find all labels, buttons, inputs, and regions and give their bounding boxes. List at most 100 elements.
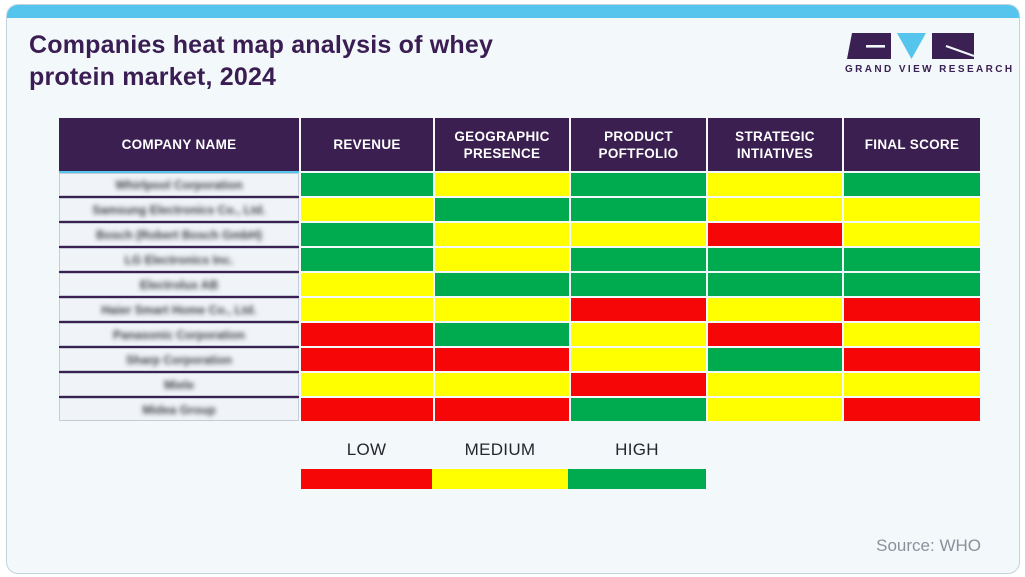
legend-label: LOW: [346, 440, 387, 459]
company-name-text: Whirlpool Corporation: [115, 177, 243, 192]
score-cell-low: [571, 298, 706, 321]
score-cell-low: [571, 373, 706, 396]
company-name-cell: Sharp Corporation: [59, 348, 299, 373]
heatmap-row: Bosch (Robert Bosch GmbH): [59, 223, 980, 248]
title-line-2: protein market, 2024: [29, 63, 277, 91]
logo-g-bar: [866, 45, 885, 48]
company-name-cell: Bosch (Robert Bosch GmbH): [59, 223, 299, 248]
chart-card: Companies heat map analysis of whey prot…: [6, 4, 1020, 574]
company-name-text: Midea Group: [142, 402, 216, 417]
score-cell-medium: [844, 373, 980, 396]
score-cell-medium: [435, 373, 569, 396]
column-header: GEOGRAPHIC PRESENCE: [435, 118, 569, 171]
heatmap-row: Midea Group: [59, 398, 980, 421]
heatmap-row: Samsung Electronics Co., Ltd.: [59, 198, 980, 223]
logo-r-leg: [945, 45, 975, 57]
score-cell-high: [844, 173, 980, 196]
gvr-logo-mark: [847, 33, 975, 59]
score-cell-high: [571, 398, 706, 421]
company-name-text: Miele: [163, 377, 194, 392]
score-cell-low: [844, 348, 980, 371]
company-name-text: Electrolux AB: [139, 277, 219, 292]
score-cell-low: [708, 323, 842, 346]
company-name-cell: Samsung Electronics Co., Ltd.: [59, 198, 299, 223]
heatmap-row: Sharp Corporation: [59, 348, 980, 373]
score-cell-medium: [708, 173, 842, 196]
score-cell-medium: [844, 223, 980, 246]
score-cell-high: [301, 173, 433, 196]
legend-swatch-high: [568, 469, 706, 489]
legend-label: HIGH: [615, 440, 659, 459]
heatmap-header-row: COMPANY NAME REVENUE GEOGRAPHIC PRESENCE PR…: [59, 118, 980, 171]
column-header: FINAL SCORE: [844, 118, 980, 171]
heatmap-legend: LOW MEDIUM HIGH: [301, 438, 706, 489]
gvr-logo: GRAND VIEW RESEARCH: [845, 33, 1015, 75]
score-cell-high: [435, 323, 569, 346]
score-cell-high: [708, 348, 842, 371]
company-name-text: Haier Smart Home Co., Ltd.: [101, 302, 257, 317]
legend-labels: LOW MEDIUM HIGH: [301, 438, 706, 462]
score-cell-low: [301, 398, 433, 421]
logo-v-icon: [897, 33, 926, 59]
column-header: STRATEGIC INTIATIVES: [708, 118, 842, 171]
title-line-1: Companies heat map analysis of whey: [29, 31, 494, 59]
score-cell-high: [571, 198, 706, 221]
score-cell-high: [571, 248, 706, 271]
score-cell-medium: [708, 398, 842, 421]
score-cell-low: [708, 223, 842, 246]
score-cell-high: [435, 273, 569, 296]
score-cell-medium: [708, 298, 842, 321]
heatmap-row: LG Electronics Inc.: [59, 248, 980, 273]
company-name-cell: Electrolux AB: [59, 273, 299, 298]
score-cell-medium: [301, 298, 433, 321]
score-cell-high: [844, 248, 980, 271]
score-cell-high: [708, 248, 842, 271]
page-title: Companies heat map analysis of whey prot…: [29, 29, 669, 93]
company-name-cell: Midea Group: [59, 398, 299, 421]
score-cell-medium: [301, 198, 433, 221]
company-name-cell: Haier Smart Home Co., Ltd.: [59, 298, 299, 323]
legend-color-bar: [301, 469, 706, 489]
legend-swatch-medium: [432, 469, 568, 489]
legend-swatch-low: [301, 469, 432, 489]
column-header: PRODUCT POFTFOLIO: [571, 118, 706, 171]
score-cell-high: [571, 173, 706, 196]
heatmap-table: COMPANY NAME REVENUE GEOGRAPHIC PRESENCE PR…: [59, 118, 980, 421]
source-note: Source: WHO: [876, 536, 981, 555]
score-cell-medium: [301, 373, 433, 396]
score-cell-medium: [435, 173, 569, 196]
score-cell-medium: [571, 223, 706, 246]
heatmap-row: Whirlpool Corporation: [59, 171, 980, 198]
heatmap-row: Electrolux AB: [59, 273, 980, 298]
score-cell-medium: [708, 198, 842, 221]
logo-r-shape: [932, 33, 974, 59]
company-name-cell: Whirlpool Corporation: [59, 171, 299, 198]
column-header: COMPANY NAME: [59, 118, 299, 171]
heatmap-body: Whirlpool Corporation Samsung Electronics…: [59, 171, 980, 421]
score-cell-high: [301, 223, 433, 246]
logo-wordmark: GRAND VIEW RESEARCH: [845, 64, 1015, 75]
heatmap-row: Miele: [59, 373, 980, 398]
heatmap-row: Panasonic Corporation: [59, 323, 980, 348]
score-cell-medium: [435, 298, 569, 321]
company-name-text: Panasonic Corporation: [112, 327, 246, 342]
heatmap-row: Haier Smart Home Co., Ltd.: [59, 298, 980, 323]
score-cell-medium: [708, 373, 842, 396]
score-cell-high: [571, 273, 706, 296]
company-name-cell: Panasonic Corporation: [59, 323, 299, 348]
score-cell-medium: [844, 323, 980, 346]
score-cell-medium: [301, 273, 433, 296]
score-cell-high: [708, 273, 842, 296]
column-header: REVENUE: [301, 118, 433, 171]
company-name-text: LG Electronics Inc.: [124, 252, 234, 267]
card-top-accent-bar: [7, 5, 1019, 18]
score-cell-low: [301, 323, 433, 346]
company-name-text: Samsung Electronics Co., Ltd.: [92, 202, 266, 217]
score-cell-medium: [571, 323, 706, 346]
score-cell-medium: [571, 348, 706, 371]
company-name-cell: LG Electronics Inc.: [59, 248, 299, 273]
score-cell-low: [844, 298, 980, 321]
score-cell-medium: [435, 223, 569, 246]
score-cell-low: [844, 398, 980, 421]
